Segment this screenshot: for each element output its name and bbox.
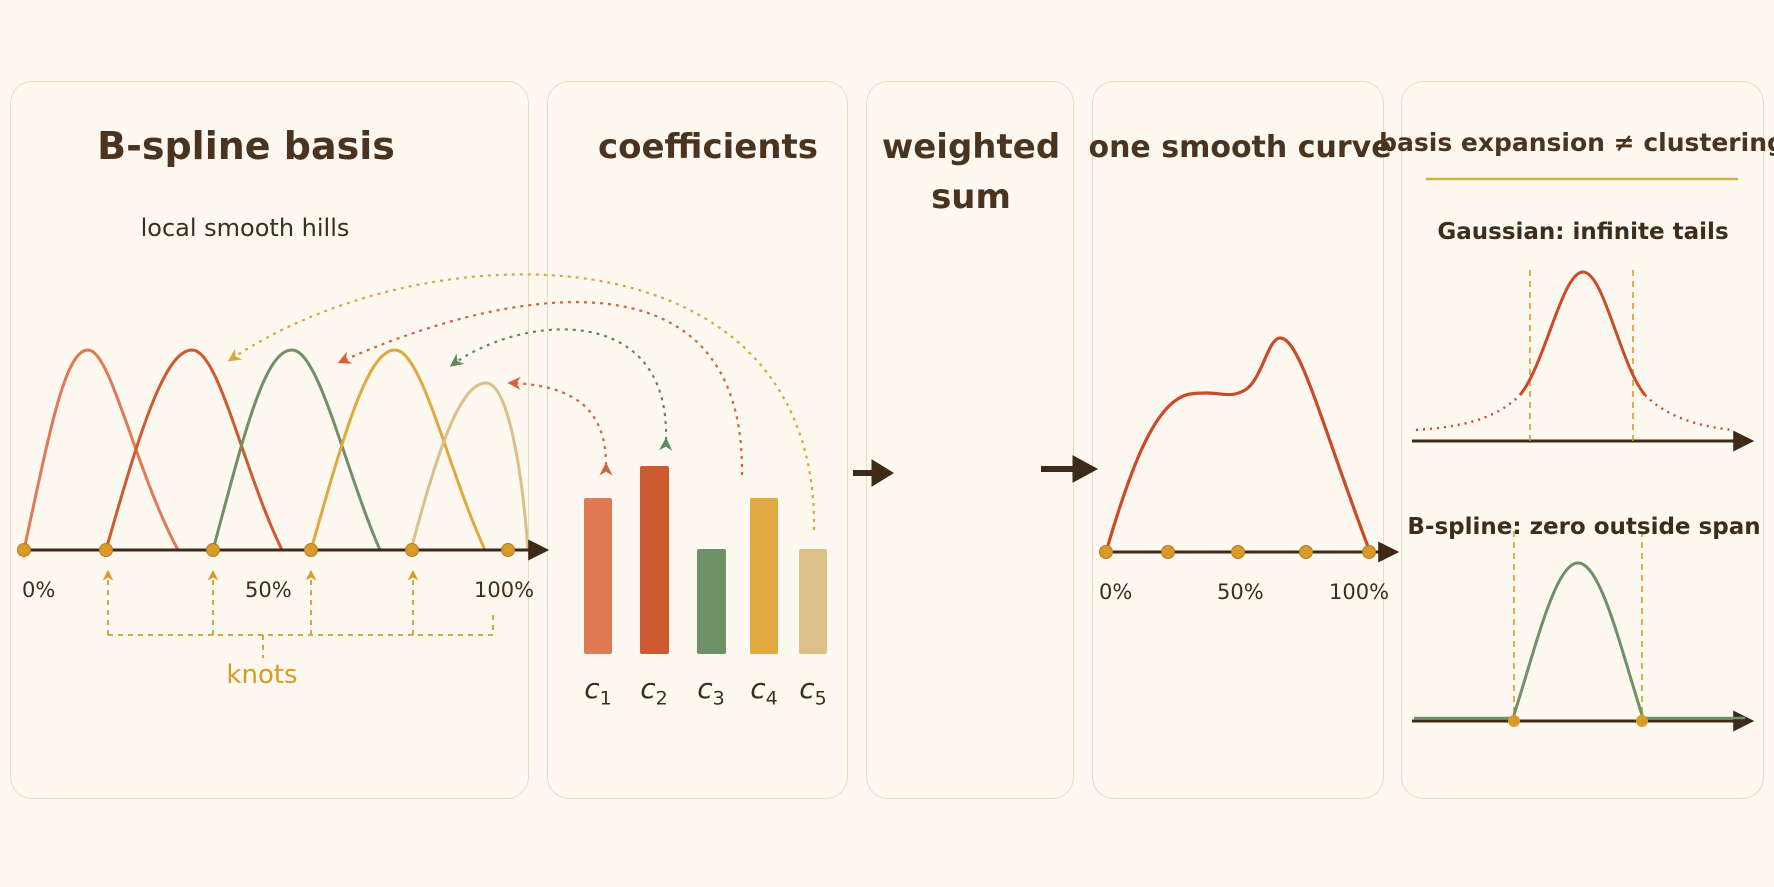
knot-marker <box>1362 545 1376 559</box>
arrow-c2 <box>449 328 673 451</box>
basis-tick-0: 0% <box>22 578 56 602</box>
weighted-sum-title-line2: sum <box>931 177 1011 217</box>
coefficient-arrows <box>227 273 816 531</box>
smooth-curve-panel <box>1092 81 1384 799</box>
flow-arrowhead <box>871 459 894 487</box>
basis-hill-5 <box>409 381 530 551</box>
basis-hill-2 <box>104 348 284 551</box>
coefficient-bar-1 <box>584 498 612 654</box>
knot-marker <box>206 543 220 557</box>
basis-title: B-spline basis <box>97 124 395 168</box>
coefficient-bar-2 <box>640 466 669 654</box>
basis-subtitle: local smooth hills <box>140 214 350 242</box>
comparison-title: basis expansion ≠ clustering <box>1379 128 1774 157</box>
coefficient-bar-5 <box>799 549 827 654</box>
gaussian-curve <box>1518 270 1647 396</box>
knot-marker <box>17 543 31 557</box>
curve-tick-100: 100% <box>1329 580 1390 604</box>
basis-tick-100: 100% <box>474 578 535 602</box>
knot-marker <box>501 543 515 557</box>
bspline-label: B-spline: zero outside span <box>1407 514 1761 540</box>
arrow-c3 <box>337 301 744 476</box>
smooth-curve <box>1104 336 1372 553</box>
coefficient-label-4: c4 <box>750 672 778 710</box>
coefficient-label-3: c3 <box>697 672 725 710</box>
gaussian-tail-left <box>1415 394 1521 432</box>
weighted-sum-panel <box>866 81 1074 799</box>
knot-marker <box>99 543 113 557</box>
knot-marker <box>1231 545 1245 559</box>
knots-bracket <box>102 569 494 658</box>
curve-tick-0: 0% <box>1099 580 1133 604</box>
bspline-curve <box>1511 561 1645 719</box>
knot-marker <box>304 543 318 557</box>
gaussian-tail-right <box>1644 394 1734 432</box>
basis-hill-3 <box>211 348 382 551</box>
bspline-span-knot <box>1508 715 1520 727</box>
knot-marker <box>1161 545 1175 559</box>
basis-hill-4 <box>309 348 487 551</box>
bspline-span-knot <box>1636 715 1648 727</box>
gaussian-label: Gaussian: infinite tails <box>1437 219 1729 245</box>
coefficient-bars <box>584 466 827 654</box>
flow-arrowhead <box>1072 455 1099 483</box>
basis-tick-50: 50% <box>245 578 292 602</box>
arrow-c1 <box>507 376 613 476</box>
knot-marker <box>405 543 419 557</box>
flow-arrows <box>853 455 1099 487</box>
coefficient-bar-3 <box>697 549 726 654</box>
curve-knots <box>1099 545 1376 559</box>
weighted-sum-title-line1: weighted <box>881 127 1061 167</box>
coefficient-label-2: c2 <box>640 672 668 710</box>
coefficient-label-5: c5 <box>799 672 827 710</box>
coefficient-label-1: c1 <box>584 672 612 710</box>
knots-label: knots <box>226 660 298 690</box>
knot-marker <box>1299 545 1313 559</box>
coefficients-title: coefficients <box>597 127 819 167</box>
curve-tick-50: 50% <box>1217 580 1264 604</box>
knot-markers <box>17 543 515 557</box>
basis-functions <box>22 348 530 551</box>
coefficient-bar-4 <box>750 498 778 654</box>
knot-marker <box>1099 545 1113 559</box>
basis-hill-1 <box>22 348 180 551</box>
smooth-curve-title: one smooth curve <box>1088 130 1392 165</box>
